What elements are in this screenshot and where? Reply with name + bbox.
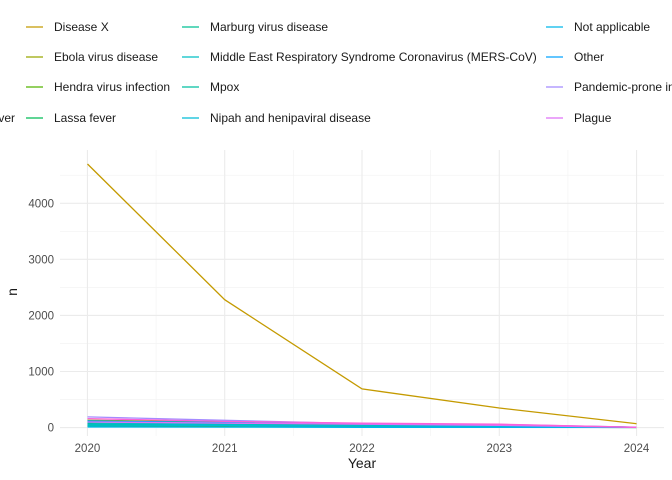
- legend-item: Marburg virus disease: [182, 20, 328, 34]
- legend-item: Middle East Respiratory Syndrome Coronav…: [182, 50, 537, 64]
- legend-label: Ebola virus disease: [54, 50, 158, 64]
- legend-label: Hendra virus infection: [54, 80, 170, 94]
- series-line: [87, 163, 637, 425]
- series-lines: [87, 163, 637, 429]
- legend-label: Middle East Respiratory Syndrome Coronav…: [210, 50, 537, 64]
- y-axis-title: n: [4, 288, 20, 296]
- x-axis-ticks: 2020 2021 2022 2023 2024: [75, 443, 650, 455]
- x-tick-label: 2024: [624, 443, 650, 455]
- legend-label: Not applicable: [574, 20, 650, 34]
- legend-label: Marburg virus disease: [210, 20, 328, 34]
- x-tick-label: 2020: [75, 443, 101, 455]
- x-tick-label: 2021: [212, 443, 238, 455]
- grid: [60, 150, 664, 436]
- legend-item: Hendra virus infection: [26, 80, 170, 94]
- legend-label: Other: [574, 50, 604, 64]
- legend-item: Not applicable: [546, 20, 650, 34]
- legend-item: Nipah and henipaviral disease: [182, 111, 371, 125]
- legend-label: Pandemic-prone in: [574, 80, 672, 94]
- legend-item: Mpox: [182, 80, 239, 94]
- legend-item: Pandemic-prone in: [546, 80, 672, 94]
- legend-label: Disease X: [54, 20, 109, 34]
- legend-label: Plague: [574, 111, 612, 125]
- legend-label: Mpox: [210, 80, 239, 94]
- x-tick-label: 2023: [486, 443, 512, 455]
- legend-item: Lassa fever: [26, 111, 116, 125]
- x-axis-title: Year: [348, 455, 377, 471]
- x-tick-label: 2022: [349, 443, 375, 455]
- legend: Disease X Ebola virus disease Hendra virus…: [0, 20, 672, 125]
- legend-item: Plague: [546, 111, 612, 125]
- y-axis-ticks: 0 1000 2000 3000 4000: [28, 198, 54, 434]
- series-line: [87, 426, 637, 429]
- legend-label: ver: [0, 111, 15, 125]
- series-line: [87, 421, 637, 429]
- legend-item: Ebola virus disease: [26, 50, 158, 64]
- legend-item: Disease X: [26, 20, 109, 34]
- legend-item: Other: [546, 50, 604, 64]
- legend-label: Lassa fever: [54, 111, 116, 125]
- y-tick-label: 1000: [28, 367, 54, 379]
- y-tick-label: 3000: [28, 254, 54, 266]
- y-tick-label: 4000: [28, 198, 54, 210]
- y-tick-label: 0: [48, 423, 54, 435]
- legend-label: Nipah and henipaviral disease: [210, 111, 371, 125]
- series-line: [87, 417, 637, 428]
- y-tick-label: 2000: [28, 310, 54, 322]
